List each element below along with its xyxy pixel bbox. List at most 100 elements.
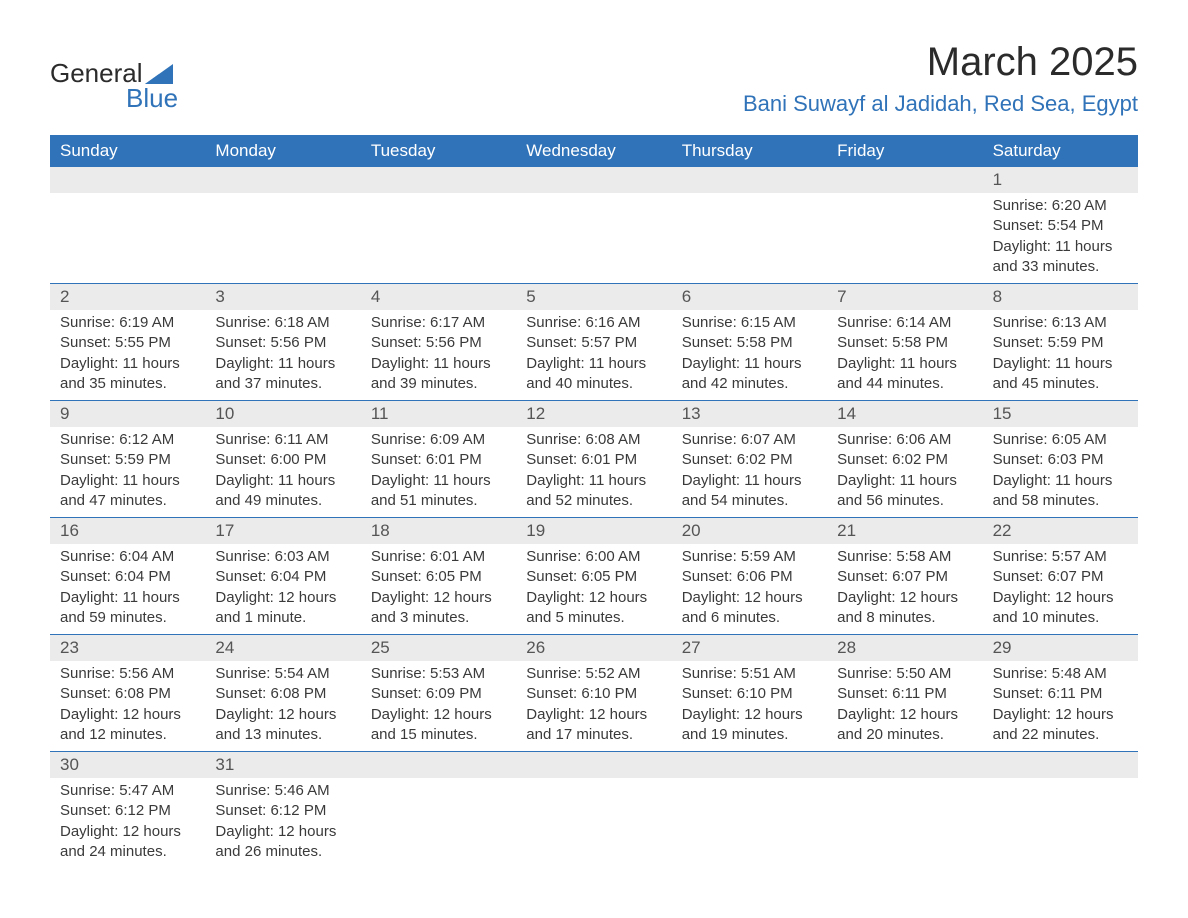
day-of-week-header: SundayMondayTuesdayWednesdayThursdayFrid… xyxy=(50,135,1138,167)
day-number xyxy=(361,167,516,193)
sunrise-line: Sunrise: 6:18 AM xyxy=(215,313,350,333)
calendar-week: 9101112131415Sunrise: 6:12 AMSunset: 5:5… xyxy=(50,401,1138,518)
page-title: March 2025 xyxy=(743,40,1138,85)
daynum-strip: 1 xyxy=(50,167,1138,193)
sunset-line: Sunset: 6:12 PM xyxy=(60,801,195,821)
sunset-line: Sunset: 6:02 PM xyxy=(682,450,817,470)
day-of-week-cell: Tuesday xyxy=(361,135,516,167)
daylight-line: Daylight: 12 hours and 26 minutes. xyxy=(215,822,350,863)
day-cell xyxy=(983,778,1138,868)
day-of-week-cell: Thursday xyxy=(672,135,827,167)
sunset-line: Sunset: 6:11 PM xyxy=(993,684,1128,704)
daylight-line: Daylight: 12 hours and 24 minutes. xyxy=(60,822,195,863)
day-number xyxy=(672,752,827,778)
sunset-line: Sunset: 5:55 PM xyxy=(60,333,195,353)
sunset-line: Sunset: 6:00 PM xyxy=(215,450,350,470)
day-cell: Sunrise: 6:13 AMSunset: 5:59 PMDaylight:… xyxy=(983,310,1138,400)
day-cell xyxy=(827,778,982,868)
day-number: 25 xyxy=(361,635,516,661)
sunset-line: Sunset: 6:09 PM xyxy=(371,684,506,704)
day-cell: Sunrise: 5:48 AMSunset: 6:11 PMDaylight:… xyxy=(983,661,1138,751)
day-cell xyxy=(672,193,827,283)
day-cell: Sunrise: 6:11 AMSunset: 6:00 PMDaylight:… xyxy=(205,427,360,517)
day-cell xyxy=(50,193,205,283)
daylight-line: Daylight: 12 hours and 13 minutes. xyxy=(215,705,350,746)
daylight-line: Daylight: 11 hours and 45 minutes. xyxy=(993,354,1128,395)
day-number: 5 xyxy=(516,284,671,310)
day-cell: Sunrise: 6:17 AMSunset: 5:56 PMDaylight:… xyxy=(361,310,516,400)
sunset-line: Sunset: 5:56 PM xyxy=(215,333,350,353)
sunrise-line: Sunrise: 5:57 AM xyxy=(993,547,1128,567)
daylight-line: Daylight: 11 hours and 59 minutes. xyxy=(60,588,195,629)
daylight-line: Daylight: 11 hours and 58 minutes. xyxy=(993,471,1128,512)
day-number xyxy=(827,167,982,193)
sunset-line: Sunset: 6:10 PM xyxy=(526,684,661,704)
sunset-line: Sunset: 6:01 PM xyxy=(371,450,506,470)
day-cell xyxy=(516,778,671,868)
day-number: 21 xyxy=(827,518,982,544)
day-number: 29 xyxy=(983,635,1138,661)
sunrise-line: Sunrise: 6:13 AM xyxy=(993,313,1128,333)
day-cell: Sunrise: 6:12 AMSunset: 5:59 PMDaylight:… xyxy=(50,427,205,517)
calendar-week: 1Sunrise: 6:20 AMSunset: 5:54 PMDaylight… xyxy=(50,167,1138,284)
sunrise-line: Sunrise: 6:11 AM xyxy=(215,430,350,450)
day-number: 27 xyxy=(672,635,827,661)
day-number: 13 xyxy=(672,401,827,427)
sunrise-line: Sunrise: 6:16 AM xyxy=(526,313,661,333)
daylight-line: Daylight: 11 hours and 40 minutes. xyxy=(526,354,661,395)
daylight-line: Daylight: 12 hours and 3 minutes. xyxy=(371,588,506,629)
day-cell: Sunrise: 5:46 AMSunset: 6:12 PMDaylight:… xyxy=(205,778,360,868)
day-number xyxy=(827,752,982,778)
day-cell: Sunrise: 5:51 AMSunset: 6:10 PMDaylight:… xyxy=(672,661,827,751)
sunrise-line: Sunrise: 6:05 AM xyxy=(993,430,1128,450)
daylight-line: Daylight: 12 hours and 22 minutes. xyxy=(993,705,1128,746)
sunrise-line: Sunrise: 5:52 AM xyxy=(526,664,661,684)
daylight-line: Daylight: 12 hours and 5 minutes. xyxy=(526,588,661,629)
day-number xyxy=(983,752,1138,778)
day-cell: Sunrise: 6:15 AMSunset: 5:58 PMDaylight:… xyxy=(672,310,827,400)
sunset-line: Sunset: 5:59 PM xyxy=(993,333,1128,353)
day-cell: Sunrise: 6:16 AMSunset: 5:57 PMDaylight:… xyxy=(516,310,671,400)
day-cell: Sunrise: 6:18 AMSunset: 5:56 PMDaylight:… xyxy=(205,310,360,400)
sunset-line: Sunset: 5:59 PM xyxy=(60,450,195,470)
day-of-week-cell: Wednesday xyxy=(516,135,671,167)
day-cell: Sunrise: 5:54 AMSunset: 6:08 PMDaylight:… xyxy=(205,661,360,751)
sunset-line: Sunset: 6:05 PM xyxy=(526,567,661,587)
day-number xyxy=(516,752,671,778)
day-number: 10 xyxy=(205,401,360,427)
sunrise-line: Sunrise: 5:50 AM xyxy=(837,664,972,684)
day-number: 3 xyxy=(205,284,360,310)
logo-triangle-icon xyxy=(145,64,173,84)
sunset-line: Sunset: 6:01 PM xyxy=(526,450,661,470)
sunrise-line: Sunrise: 6:07 AM xyxy=(682,430,817,450)
daylight-line: Daylight: 12 hours and 20 minutes. xyxy=(837,705,972,746)
daylight-line: Daylight: 11 hours and 51 minutes. xyxy=(371,471,506,512)
sunset-line: Sunset: 6:07 PM xyxy=(993,567,1128,587)
logo: General Blue xyxy=(50,58,178,114)
sunset-line: Sunset: 6:03 PM xyxy=(993,450,1128,470)
day-number: 28 xyxy=(827,635,982,661)
daylight-line: Daylight: 12 hours and 15 minutes. xyxy=(371,705,506,746)
day-cell xyxy=(361,778,516,868)
sunrise-line: Sunrise: 5:48 AM xyxy=(993,664,1128,684)
day-number: 9 xyxy=(50,401,205,427)
day-number: 19 xyxy=(516,518,671,544)
day-cell: Sunrise: 6:01 AMSunset: 6:05 PMDaylight:… xyxy=(361,544,516,634)
day-number: 16 xyxy=(50,518,205,544)
daylight-line: Daylight: 12 hours and 17 minutes. xyxy=(526,705,661,746)
day-cell: Sunrise: 5:56 AMSunset: 6:08 PMDaylight:… xyxy=(50,661,205,751)
sunrise-line: Sunrise: 5:46 AM xyxy=(215,781,350,801)
calendar-week: 16171819202122Sunrise: 6:04 AMSunset: 6:… xyxy=(50,518,1138,635)
sunset-line: Sunset: 6:05 PM xyxy=(371,567,506,587)
sunrise-line: Sunrise: 5:51 AM xyxy=(682,664,817,684)
day-cell xyxy=(827,193,982,283)
day-cell: Sunrise: 6:00 AMSunset: 6:05 PMDaylight:… xyxy=(516,544,671,634)
header: General Blue March 2025 Bani Suwayf al J… xyxy=(50,40,1138,117)
daylight-line: Daylight: 11 hours and 33 minutes. xyxy=(993,237,1128,278)
daylight-line: Daylight: 11 hours and 39 minutes. xyxy=(371,354,506,395)
day-number: 8 xyxy=(983,284,1138,310)
day-of-week-cell: Monday xyxy=(205,135,360,167)
day-cell: Sunrise: 5:47 AMSunset: 6:12 PMDaylight:… xyxy=(50,778,205,868)
day-cell: Sunrise: 5:58 AMSunset: 6:07 PMDaylight:… xyxy=(827,544,982,634)
day-number: 15 xyxy=(983,401,1138,427)
